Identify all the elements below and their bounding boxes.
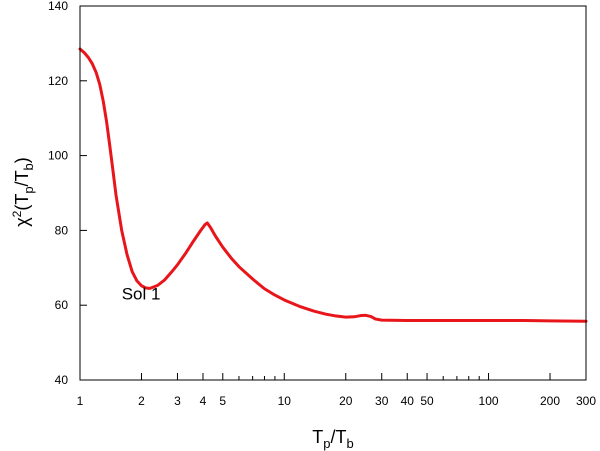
annotation-label: Sol 1 (122, 285, 161, 304)
x-axis-title-sub1: p (323, 436, 330, 451)
x-axis-title-main: T (312, 427, 323, 447)
x-tick-label: 50 (420, 394, 434, 408)
y-tick-label: 120 (48, 74, 68, 88)
x-tick-label: 1 (77, 394, 84, 408)
y-axis-title-mid: /T (12, 170, 32, 186)
x-tick-label: 2 (138, 394, 145, 408)
ticks-layer: 1 2 3 4 5 10 20 30 40 50 100 200 300 40 60 80 100 120 140 (48, 0, 596, 408)
y-tick-label: 80 (55, 223, 69, 237)
y-axis-title-open: (T (12, 194, 32, 211)
x-tick-label: 20 (339, 394, 353, 408)
y-axis-title-pre: χ (12, 217, 32, 227)
x-tick-label: 40 (401, 394, 415, 408)
x-tick-label: 300 (576, 394, 596, 408)
x-axis-title: Tp/Tb (312, 427, 353, 451)
x-tick-label: 10 (278, 394, 292, 408)
y-axis-title-sub1: p (21, 186, 36, 193)
x-tick-label: 5 (219, 394, 226, 408)
y-axis-title-close: ) (12, 157, 32, 163)
x-tick-label: 30 (375, 394, 389, 408)
x-axis-title-sub2: b (347, 436, 354, 451)
x-axis-title-mid: /T (331, 427, 347, 447)
x-tick-label: 4 (200, 394, 207, 408)
y-tick-label: 100 (48, 149, 68, 163)
series-line-1 (78, 47, 588, 323)
y-axis-title-sub2: b (21, 163, 36, 170)
plot-area-frame (79, 5, 587, 381)
x-tick-label: 100 (479, 394, 499, 408)
x-tick-label: 200 (540, 394, 560, 408)
y-tick-label: 140 (48, 0, 68, 13)
y-tick-label: 40 (55, 373, 69, 387)
x-tick-label: 3 (174, 394, 181, 408)
y-tick-label: 60 (55, 298, 69, 312)
y-axis-title: χ2(Tp/Tb) (10, 157, 36, 227)
series-layer (78, 47, 588, 323)
y-axis-title-sup: 2 (10, 210, 24, 217)
